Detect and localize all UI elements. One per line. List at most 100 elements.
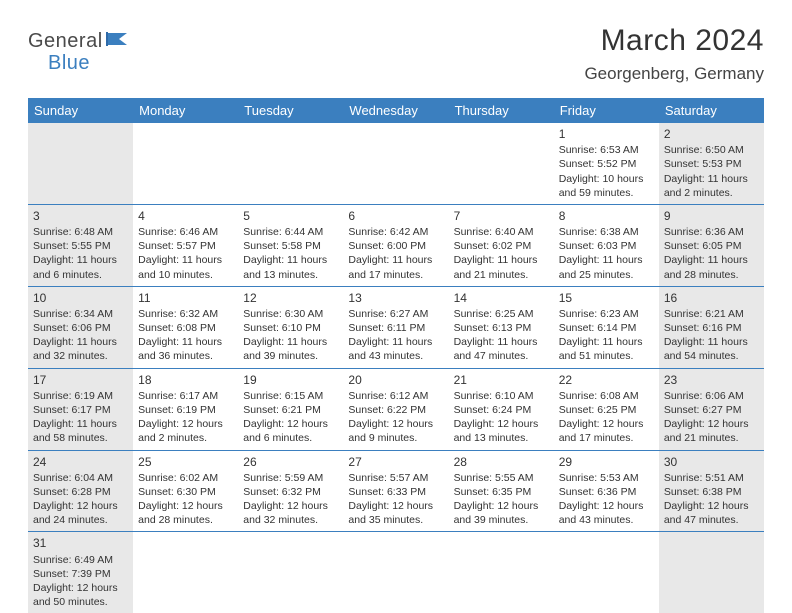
- day-number: 5: [243, 208, 338, 224]
- daylight-line: Daylight: 12 hours and 47 minutes.: [664, 499, 759, 527]
- day-number: 13: [348, 290, 443, 306]
- sunset-line: Sunset: 6:33 PM: [348, 485, 443, 499]
- day-number: 18: [138, 372, 233, 388]
- daylight-line: Daylight: 12 hours and 2 minutes.: [138, 417, 233, 445]
- daylight-line: Daylight: 12 hours and 9 minutes.: [348, 417, 443, 445]
- sunrise-line: Sunrise: 6:50 AM: [664, 143, 759, 157]
- day-cell: 10Sunrise: 6:34 AMSunset: 6:06 PMDayligh…: [28, 287, 133, 368]
- day-cell: 17Sunrise: 6:19 AMSunset: 6:17 PMDayligh…: [28, 369, 133, 450]
- month-title: March 2024: [584, 24, 764, 58]
- week-row: 31Sunrise: 6:49 AMSunset: 7:39 PMDayligh…: [28, 532, 764, 613]
- sunset-line: Sunset: 5:58 PM: [243, 239, 338, 253]
- sunset-line: Sunset: 5:57 PM: [138, 239, 233, 253]
- day-number: 27: [348, 454, 443, 470]
- logo-text-blue: Blue: [48, 52, 90, 74]
- sunrise-line: Sunrise: 6:17 AM: [138, 389, 233, 403]
- day-cell: 9Sunrise: 6:36 AMSunset: 6:05 PMDaylight…: [659, 205, 764, 286]
- day-cell: 3Sunrise: 6:48 AMSunset: 5:55 PMDaylight…: [28, 205, 133, 286]
- empty-cell: [449, 123, 554, 204]
- sunrise-line: Sunrise: 6:12 AM: [348, 389, 443, 403]
- sunrise-line: Sunrise: 6:49 AM: [33, 553, 128, 567]
- sunrise-line: Sunrise: 6:02 AM: [138, 471, 233, 485]
- empty-cell: [449, 532, 554, 613]
- day-header: Sunday: [28, 98, 133, 123]
- sunset-line: Sunset: 5:53 PM: [664, 157, 759, 171]
- daylight-line: Daylight: 11 hours and 6 minutes.: [33, 253, 128, 281]
- daylight-line: Daylight: 11 hours and 10 minutes.: [138, 253, 233, 281]
- daylight-line: Daylight: 12 hours and 21 minutes.: [664, 417, 759, 445]
- day-header: Saturday: [659, 98, 764, 123]
- sunrise-line: Sunrise: 6:40 AM: [454, 225, 549, 239]
- day-cell: 30Sunrise: 5:51 AMSunset: 6:38 PMDayligh…: [659, 451, 764, 532]
- day-number: 29: [559, 454, 654, 470]
- day-number: 8: [559, 208, 654, 224]
- day-number: 14: [454, 290, 549, 306]
- sunrise-line: Sunrise: 6:30 AM: [243, 307, 338, 321]
- sunrise-line: Sunrise: 6:36 AM: [664, 225, 759, 239]
- sunset-line: Sunset: 6:19 PM: [138, 403, 233, 417]
- sunset-line: Sunset: 6:03 PM: [559, 239, 654, 253]
- day-cell: 18Sunrise: 6:17 AMSunset: 6:19 PMDayligh…: [133, 369, 238, 450]
- sunrise-line: Sunrise: 6:27 AM: [348, 307, 443, 321]
- empty-cell: [238, 532, 343, 613]
- day-cell: 16Sunrise: 6:21 AMSunset: 6:16 PMDayligh…: [659, 287, 764, 368]
- week-row: 17Sunrise: 6:19 AMSunset: 6:17 PMDayligh…: [28, 369, 764, 451]
- sunrise-line: Sunrise: 6:53 AM: [559, 143, 654, 157]
- day-number: 16: [664, 290, 759, 306]
- day-cell: 21Sunrise: 6:10 AMSunset: 6:24 PMDayligh…: [449, 369, 554, 450]
- empty-cell: [343, 123, 448, 204]
- sunset-line: Sunset: 5:55 PM: [33, 239, 128, 253]
- sunset-line: Sunset: 6:08 PM: [138, 321, 233, 335]
- sunset-line: Sunset: 6:05 PM: [664, 239, 759, 253]
- day-number: 7: [454, 208, 549, 224]
- day-number: 10: [33, 290, 128, 306]
- sunrise-line: Sunrise: 6:15 AM: [243, 389, 338, 403]
- day-cell: 29Sunrise: 5:53 AMSunset: 6:36 PMDayligh…: [554, 451, 659, 532]
- sunset-line: Sunset: 6:14 PM: [559, 321, 654, 335]
- flag-icon: [105, 30, 131, 53]
- day-number: 11: [138, 290, 233, 306]
- daylight-line: Daylight: 11 hours and 51 minutes.: [559, 335, 654, 363]
- sunset-line: Sunset: 6:30 PM: [138, 485, 233, 499]
- daylight-line: Daylight: 11 hours and 13 minutes.: [243, 253, 338, 281]
- daylight-line: Daylight: 11 hours and 47 minutes.: [454, 335, 549, 363]
- sunset-line: Sunset: 6:22 PM: [348, 403, 443, 417]
- week-row: 1Sunrise: 6:53 AMSunset: 5:52 PMDaylight…: [28, 123, 764, 205]
- day-cell: 15Sunrise: 6:23 AMSunset: 6:14 PMDayligh…: [554, 287, 659, 368]
- daylight-line: Daylight: 11 hours and 39 minutes.: [243, 335, 338, 363]
- daylight-line: Daylight: 12 hours and 17 minutes.: [559, 417, 654, 445]
- day-cell: 22Sunrise: 6:08 AMSunset: 6:25 PMDayligh…: [554, 369, 659, 450]
- daylight-line: Daylight: 12 hours and 43 minutes.: [559, 499, 654, 527]
- sunset-line: Sunset: 5:52 PM: [559, 157, 654, 171]
- day-number: 2: [664, 126, 759, 142]
- sunrise-line: Sunrise: 6:23 AM: [559, 307, 654, 321]
- daylight-line: Daylight: 11 hours and 32 minutes.: [33, 335, 128, 363]
- day-number: 15: [559, 290, 654, 306]
- sunrise-line: Sunrise: 6:38 AM: [559, 225, 654, 239]
- daylight-line: Daylight: 12 hours and 35 minutes.: [348, 499, 443, 527]
- day-cell: 11Sunrise: 6:32 AMSunset: 6:08 PMDayligh…: [133, 287, 238, 368]
- sunrise-line: Sunrise: 6:42 AM: [348, 225, 443, 239]
- sunrise-line: Sunrise: 6:25 AM: [454, 307, 549, 321]
- sunrise-line: Sunrise: 6:08 AM: [559, 389, 654, 403]
- empty-cell: [659, 532, 764, 613]
- day-number: 24: [33, 454, 128, 470]
- day-number: 4: [138, 208, 233, 224]
- sunset-line: Sunset: 6:00 PM: [348, 239, 443, 253]
- sunset-line: Sunset: 6:25 PM: [559, 403, 654, 417]
- sunrise-line: Sunrise: 5:59 AM: [243, 471, 338, 485]
- day-cell: 19Sunrise: 6:15 AMSunset: 6:21 PMDayligh…: [238, 369, 343, 450]
- day-number: 19: [243, 372, 338, 388]
- sunset-line: Sunset: 6:06 PM: [33, 321, 128, 335]
- location: Georgenberg, Germany: [584, 64, 764, 84]
- week-row: 24Sunrise: 6:04 AMSunset: 6:28 PMDayligh…: [28, 451, 764, 533]
- sunset-line: Sunset: 6:17 PM: [33, 403, 128, 417]
- day-cell: 8Sunrise: 6:38 AMSunset: 6:03 PMDaylight…: [554, 205, 659, 286]
- daylight-line: Daylight: 12 hours and 24 minutes.: [33, 499, 128, 527]
- week-row: 10Sunrise: 6:34 AMSunset: 6:06 PMDayligh…: [28, 287, 764, 369]
- daylight-line: Daylight: 12 hours and 28 minutes.: [138, 499, 233, 527]
- day-header: Monday: [133, 98, 238, 123]
- day-number: 31: [33, 535, 128, 551]
- empty-cell: [343, 532, 448, 613]
- day-header: Thursday: [449, 98, 554, 123]
